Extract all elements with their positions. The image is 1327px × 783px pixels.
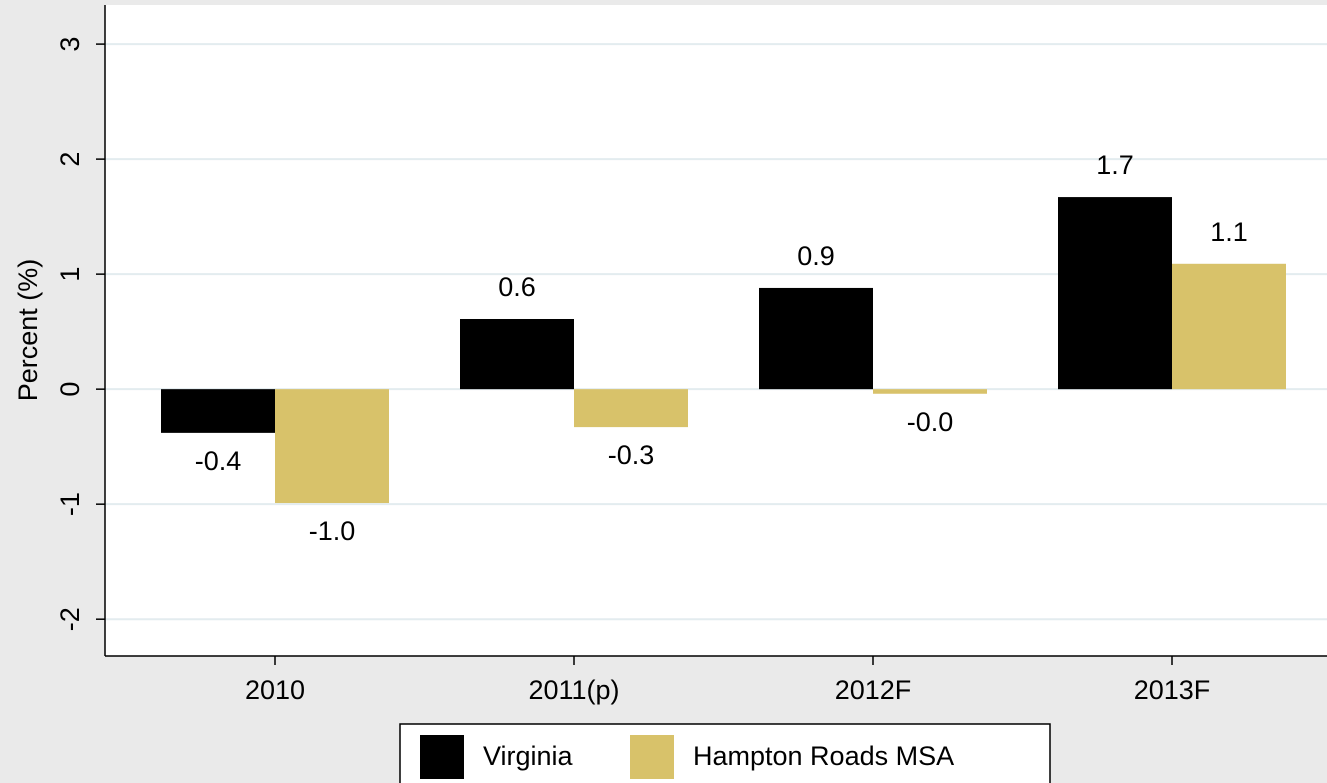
legend-label: Virginia [483, 741, 574, 771]
bar [759, 287, 873, 390]
value-label: 0.9 [797, 241, 835, 271]
bar [1058, 197, 1172, 390]
bar [873, 389, 987, 394]
value-label: 0.6 [498, 272, 536, 302]
x-tick-label: 2012F [835, 675, 912, 705]
y-tick-label: 1 [55, 267, 85, 282]
legend-swatch [630, 735, 674, 779]
y-tick-label: -1 [55, 492, 85, 516]
legend-label: Hampton Roads MSA [693, 741, 954, 771]
y-tick-label: -2 [55, 607, 85, 631]
legend-box [399, 723, 1051, 783]
bar [574, 389, 688, 428]
bar [1172, 263, 1286, 390]
bar [161, 389, 275, 433]
x-tick-label: 2011(p) [528, 675, 619, 705]
y-tick-label: 2 [55, 152, 85, 167]
x-tick-label: 2010 [245, 675, 305, 705]
value-label: 1.7 [1096, 150, 1134, 180]
legend-swatch [420, 735, 464, 779]
bar [460, 318, 574, 390]
value-label: -0.0 [907, 407, 954, 437]
y-tick-label: 0 [55, 382, 85, 397]
value-label: -0.3 [608, 440, 655, 470]
y-axis-label: Percent (%) [13, 259, 43, 402]
bar [275, 389, 389, 504]
x-tick-label: 2013F [1134, 675, 1211, 705]
y-tick-label: 3 [55, 37, 85, 52]
value-label: -1.0 [309, 516, 356, 546]
value-label: 1.1 [1210, 217, 1248, 247]
value-label: -0.4 [195, 446, 242, 476]
